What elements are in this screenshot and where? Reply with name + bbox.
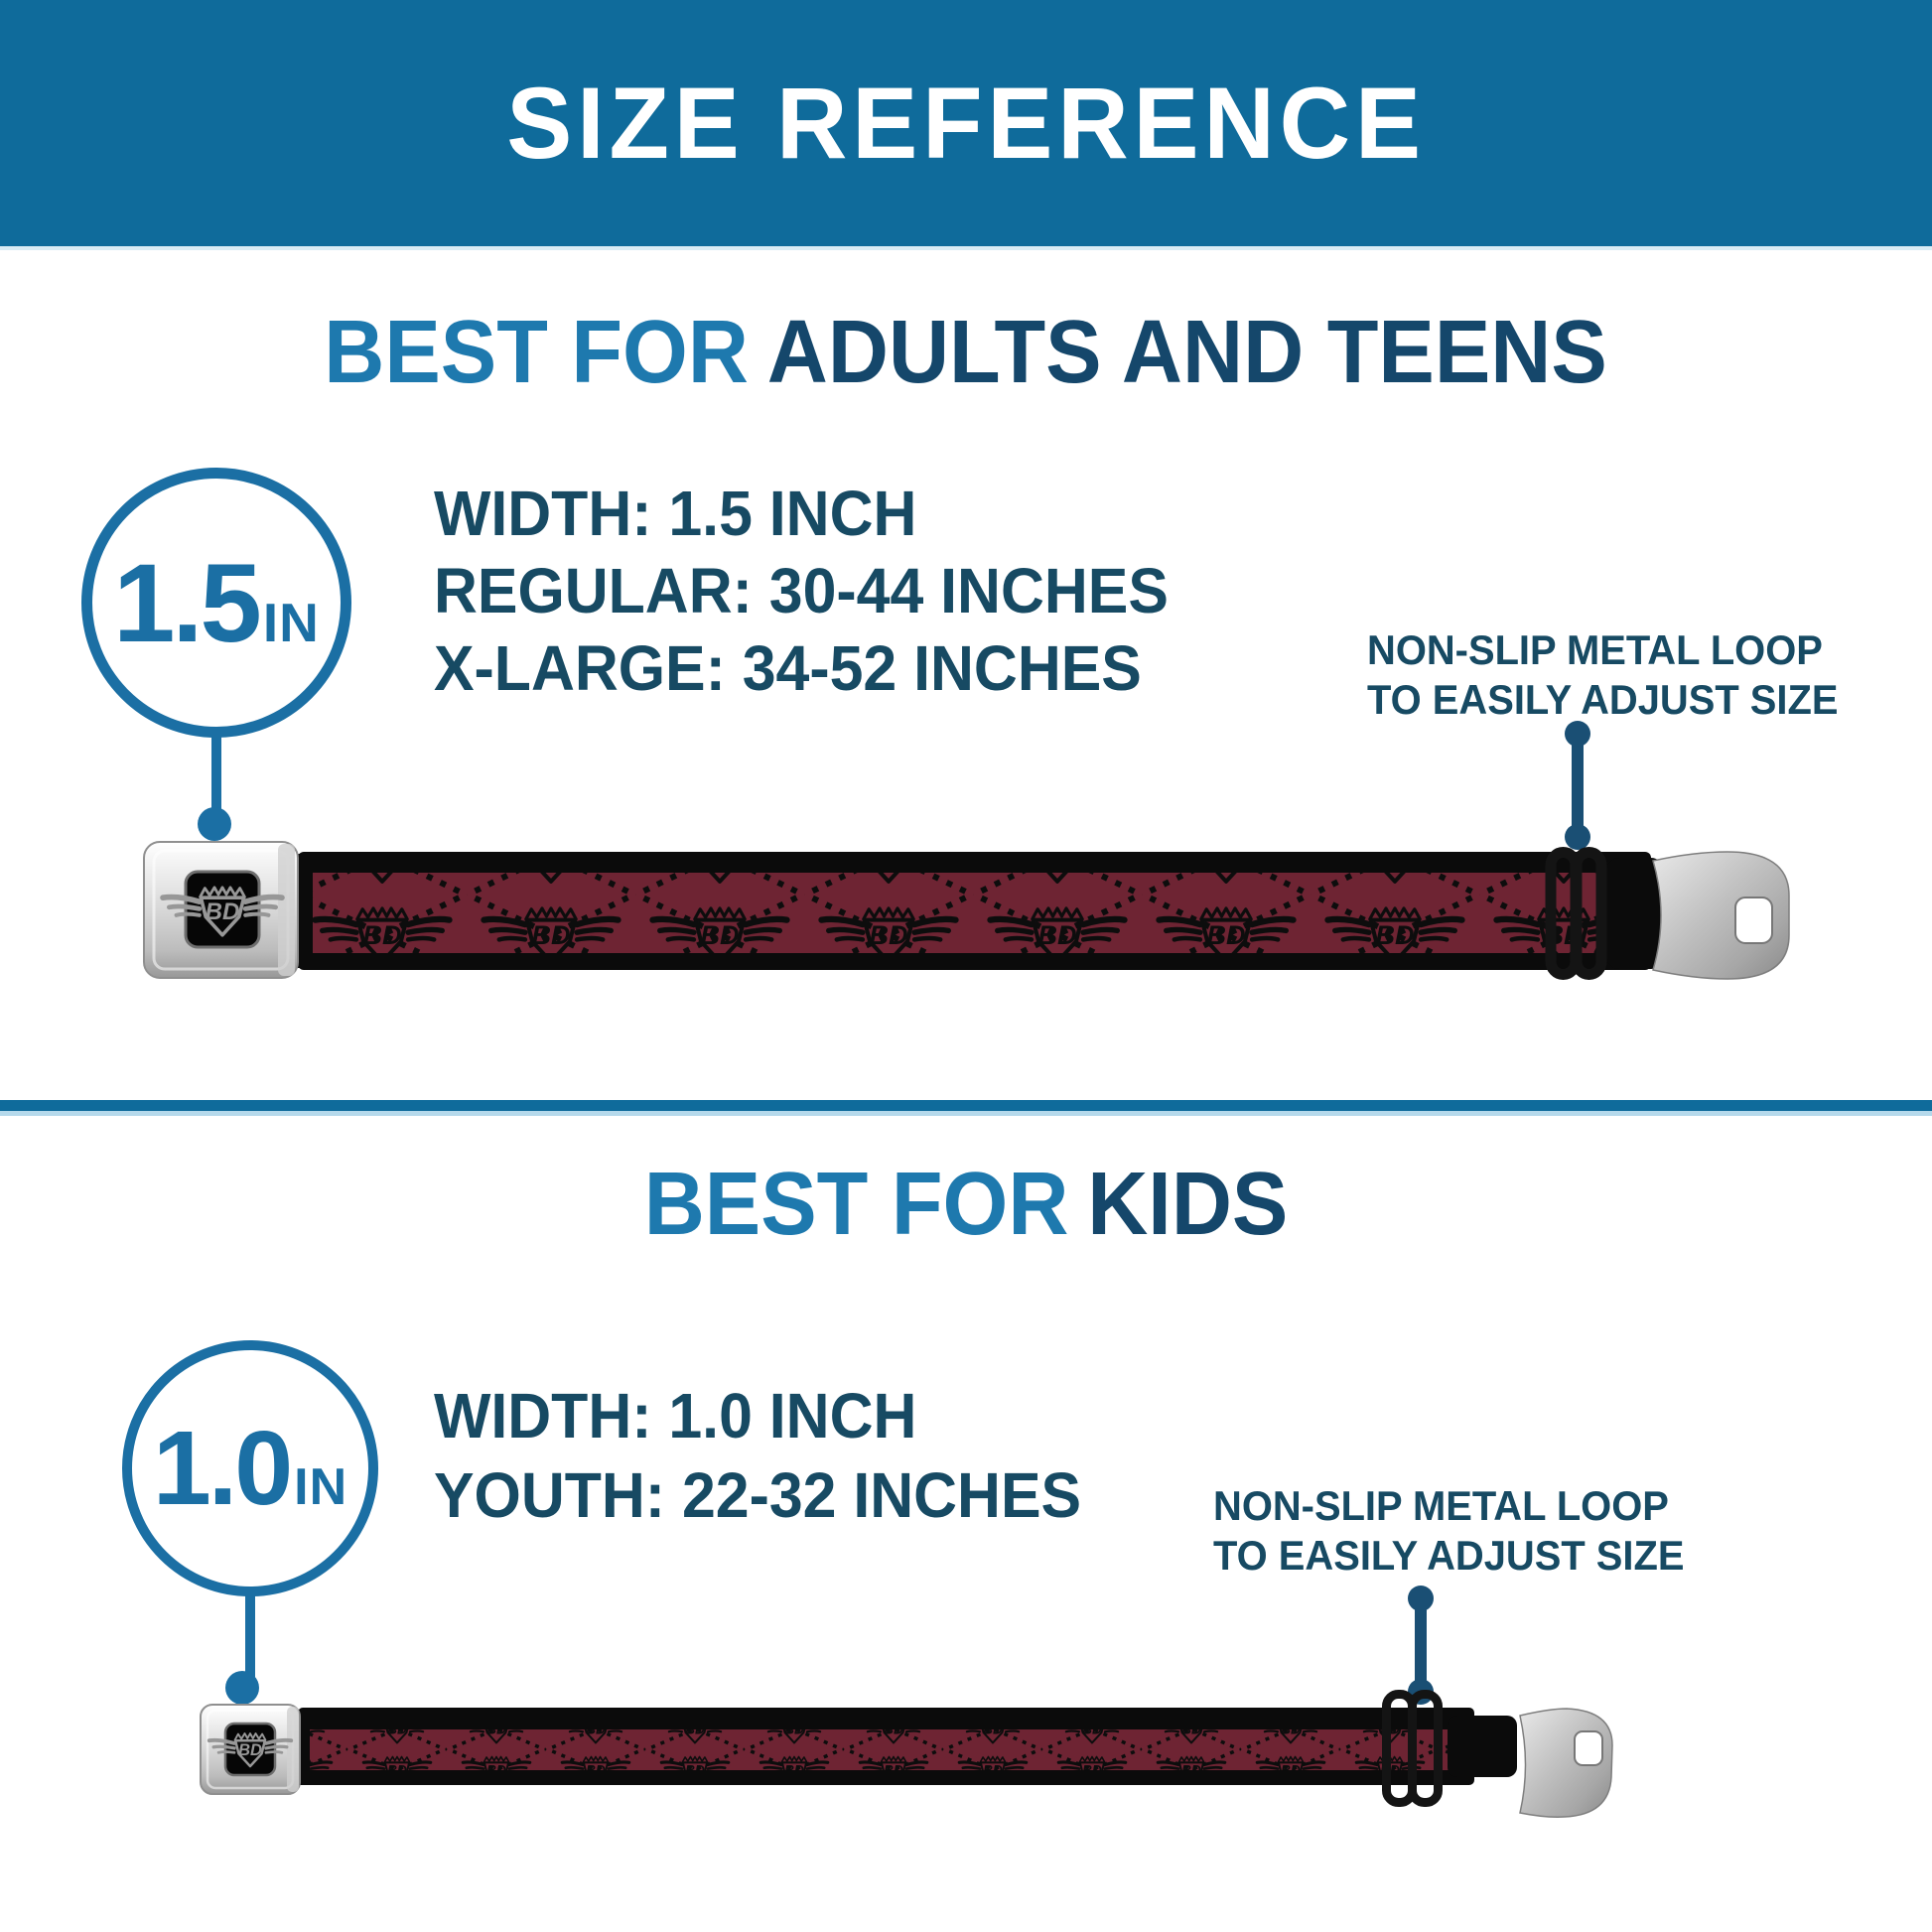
- callout-line2: TO EASILY ADJUST SIZE: [1213, 1532, 1685, 1579]
- circle-pointer-line: [211, 733, 221, 817]
- circle-pointer-dot: [198, 807, 231, 841]
- metal-loop-callout-adults: NON-SLIP METAL LOOP TO EASILY ADJUST SIZ…: [1367, 625, 1839, 725]
- page-title: SIZE REFERENCE: [506, 66, 1426, 180]
- spec-youth: YOUTH: 22-32 INCHES: [434, 1459, 1082, 1531]
- width-value: 1.5: [113, 540, 262, 665]
- width-unit: IN: [262, 591, 320, 653]
- width-unit: IN: [294, 1457, 348, 1516]
- belt-pattern: [310, 1729, 1451, 1770]
- circle-pointer-line: [245, 1591, 255, 1677]
- latch-hole: [1574, 1730, 1603, 1766]
- belt-latch-plate: [1519, 1708, 1613, 1818]
- heading-kids-rest: KIDS: [1087, 1155, 1289, 1254]
- circle-pointer-dot: [225, 1671, 259, 1705]
- size-specs-adults: WIDTH: 1.5 INCH REGULAR: 30-44 INCHES X-…: [434, 475, 1169, 707]
- callout-line1: NON-SLIP METAL LOOP: [1367, 626, 1823, 673]
- belt-pattern: [313, 873, 1638, 953]
- callout-line1: NON-SLIP METAL LOOP: [1213, 1482, 1669, 1529]
- heading-adults-rest: ADULTS AND TEENS: [767, 303, 1608, 402]
- heading-kids: BEST FOR KIDS: [0, 1160, 1932, 1249]
- heading-adults: BEST FOR ADULTS AND TEENS: [0, 308, 1932, 397]
- heading-kids-accent: BEST FOR: [643, 1155, 1069, 1254]
- width-circle-1-5in: 1.5IN: [81, 468, 351, 738]
- section-divider: [0, 1100, 1932, 1116]
- belt-graphic-adults: BD: [143, 841, 1790, 980]
- spec-width: WIDTH: 1.0 INCH: [434, 1380, 917, 1451]
- strap-end-wrap: [1448, 1716, 1517, 1777]
- seatbelt-buckle: [143, 841, 299, 979]
- spec-xlarge: X-LARGE: 34-52 INCHES: [434, 632, 1142, 704]
- callout-leader-line: [1565, 721, 1590, 850]
- belt-strap: [293, 852, 1651, 970]
- metal-loop-slider: [1545, 847, 1607, 980]
- size-specs-kids: WIDTH: 1.0 INCH YOUTH: 22-32 INCHES: [434, 1376, 1081, 1535]
- callout-line2: TO EASILY ADJUST SIZE: [1367, 676, 1839, 723]
- latch-hole: [1734, 897, 1773, 944]
- width-circle-1-0in: 1.0IN: [122, 1340, 378, 1596]
- spec-width: WIDTH: 1.5 INCH: [434, 478, 917, 549]
- belt-strap: [288, 1708, 1474, 1785]
- metal-loop-slider: [1382, 1690, 1443, 1807]
- heading-adults-accent: BEST FOR: [324, 303, 750, 402]
- width-value: 1.0: [152, 1409, 293, 1527]
- metal-loop-callout-kids: NON-SLIP METAL LOOP TO EASILY ADJUST SIZ…: [1213, 1481, 1685, 1581]
- strap-end-wrap: [1606, 858, 1664, 969]
- spec-regular: REGULAR: 30-44 INCHES: [434, 555, 1169, 626]
- belt-graphic-kids: [200, 1690, 1613, 1818]
- title-banner: SIZE REFERENCE: [0, 0, 1932, 250]
- belt-latch-plate: [1652, 851, 1790, 980]
- seatbelt-buckle: [200, 1704, 301, 1795]
